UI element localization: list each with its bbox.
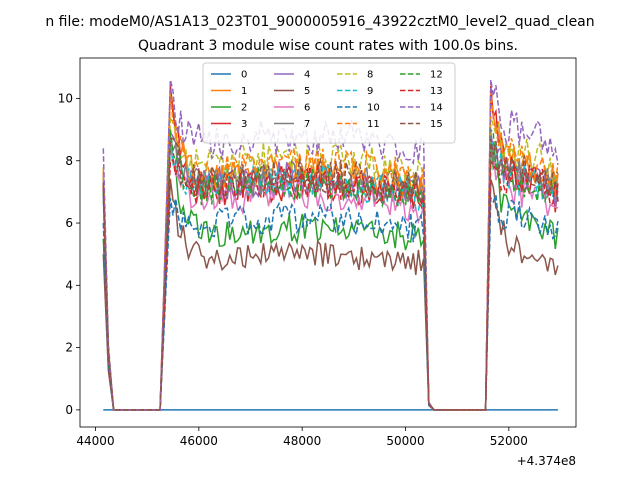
series-line-2 xyxy=(102,142,559,411)
y-axis-ticks: 0 2 4 6 8 10 xyxy=(58,91,80,417)
series-line-9 xyxy=(102,138,559,411)
y-tick-label: 4 xyxy=(65,278,73,292)
legend-label-12: 12 xyxy=(430,70,443,81)
x-tick-label: 46000 xyxy=(180,434,218,448)
series-line-6 xyxy=(102,141,559,411)
legend-label-11: 11 xyxy=(367,119,380,130)
legend-label-1: 1 xyxy=(241,86,247,97)
chart-title: Quadrant 3 module wise count rates with … xyxy=(138,38,518,54)
plot-frame xyxy=(79,57,577,428)
series-line-13 xyxy=(102,159,559,411)
legend-label-14: 14 xyxy=(430,103,443,114)
legend-label-15: 15 xyxy=(430,119,443,130)
series-line-15 xyxy=(102,137,559,411)
x-axis-ticks: 44000 46000 48000 50000 52000 xyxy=(76,427,528,448)
legend-label-9: 9 xyxy=(367,86,373,97)
y-tick-label: 2 xyxy=(65,341,73,355)
legend-label-5: 5 xyxy=(304,86,310,97)
legend-label-3: 3 xyxy=(241,119,247,130)
legend-label-0: 0 xyxy=(241,70,247,81)
legend-box xyxy=(202,62,456,144)
y-tick-label: 8 xyxy=(65,154,73,168)
legend-label-6: 6 xyxy=(304,103,310,114)
legend-label-7: 7 xyxy=(304,119,310,130)
y-tick-label: 6 xyxy=(65,216,73,230)
legend-label-2: 2 xyxy=(241,103,247,114)
x-tick-label: 48000 xyxy=(283,434,321,448)
series-line-12 xyxy=(102,127,559,411)
x-tick-label: 44000 xyxy=(76,434,114,448)
legend-label-13: 13 xyxy=(430,86,443,97)
x-offset-label: +4.374e8 xyxy=(517,454,576,468)
legend-label-4: 4 xyxy=(304,70,310,81)
y-tick-label: 10 xyxy=(58,91,73,105)
legend-label-8: 8 xyxy=(367,70,373,81)
legend-label-10: 10 xyxy=(367,103,380,114)
series-line-10 xyxy=(102,194,559,411)
y-tick-label: 0 xyxy=(65,403,73,417)
series-line-5 xyxy=(102,179,559,411)
figure-suptitle: n file: modeM0/AS1A13_023T01_9000005916_… xyxy=(45,14,594,30)
x-tick-label: 50000 xyxy=(386,434,424,448)
x-tick-label: 52000 xyxy=(490,434,528,448)
